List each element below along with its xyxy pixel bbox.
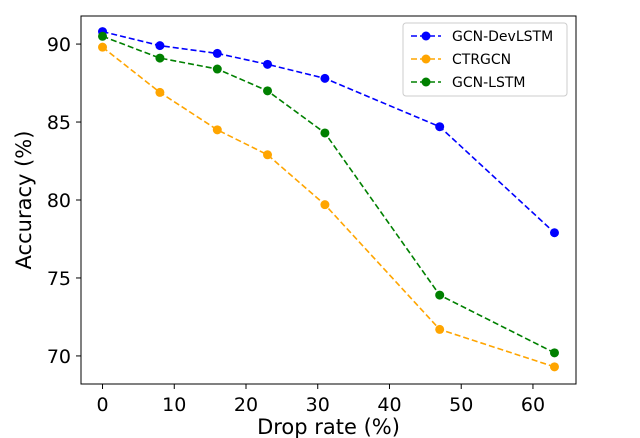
- data-point-gcn-lstm: [155, 53, 165, 63]
- y-tick-label: 85: [47, 112, 71, 134]
- x-tick-label: 30: [306, 394, 330, 416]
- data-point-gcn-lstm: [212, 64, 222, 74]
- data-point-gcn-devlstm: [320, 73, 330, 83]
- data-point-gcn-lstm: [549, 348, 559, 358]
- legend-label-gcn-lstm: GCN-LSTM: [452, 75, 525, 91]
- legend-marker-gcn-devlstm: [421, 31, 431, 41]
- data-point-ctrgcn: [212, 125, 222, 135]
- data-point-ctrgcn: [263, 150, 273, 160]
- x-tick-label: 20: [234, 394, 258, 416]
- data-point-gcn-lstm: [98, 31, 108, 41]
- y-tick-label: 75: [47, 268, 71, 290]
- x-axis: 0 10 20 30 40 50 60: [96, 384, 545, 416]
- data-point-gcn-devlstm: [263, 59, 273, 69]
- legend-label-ctrgcn: CTRGCN: [452, 52, 511, 68]
- data-point-ctrgcn: [320, 200, 330, 210]
- legend: GCN-DevLSTM CTRGCN GCN-LSTM: [402, 22, 568, 97]
- legend-marker-ctrgcn: [421, 54, 431, 64]
- data-point-gcn-lstm: [435, 290, 445, 300]
- data-point-gcn-devlstm: [435, 122, 445, 132]
- x-axis-label: Drop rate (%): [257, 415, 400, 438]
- data-point-gcn-lstm: [263, 86, 273, 96]
- data-point-ctrgcn: [98, 42, 108, 52]
- x-tick-label: 0: [96, 394, 108, 416]
- legend-label-gcn-devlstm: GCN-DevLSTM: [452, 29, 553, 45]
- y-axis-label: Accuracy (%): [12, 131, 36, 270]
- x-tick-label: 40: [377, 394, 401, 416]
- data-point-gcn-devlstm: [155, 41, 165, 51]
- legend-marker-gcn-lstm: [421, 77, 431, 87]
- series-layer: [98, 27, 559, 372]
- data-point-gcn-devlstm: [212, 48, 222, 58]
- y-tick-label: 80: [47, 190, 71, 212]
- data-point-ctrgcn: [155, 87, 165, 97]
- x-tick-label: 50: [449, 394, 473, 416]
- y-tick-label: 90: [47, 34, 71, 56]
- data-point-ctrgcn: [549, 362, 559, 372]
- data-point-ctrgcn: [435, 324, 445, 334]
- data-point-gcn-lstm: [320, 128, 330, 138]
- y-tick-label: 70: [47, 346, 71, 368]
- y-axis: 70 75 80 85 90: [47, 34, 81, 368]
- x-tick-label: 10: [162, 394, 186, 416]
- legend-box: [402, 22, 568, 97]
- x-tick-label: 60: [521, 394, 545, 416]
- data-point-gcn-devlstm: [549, 228, 559, 238]
